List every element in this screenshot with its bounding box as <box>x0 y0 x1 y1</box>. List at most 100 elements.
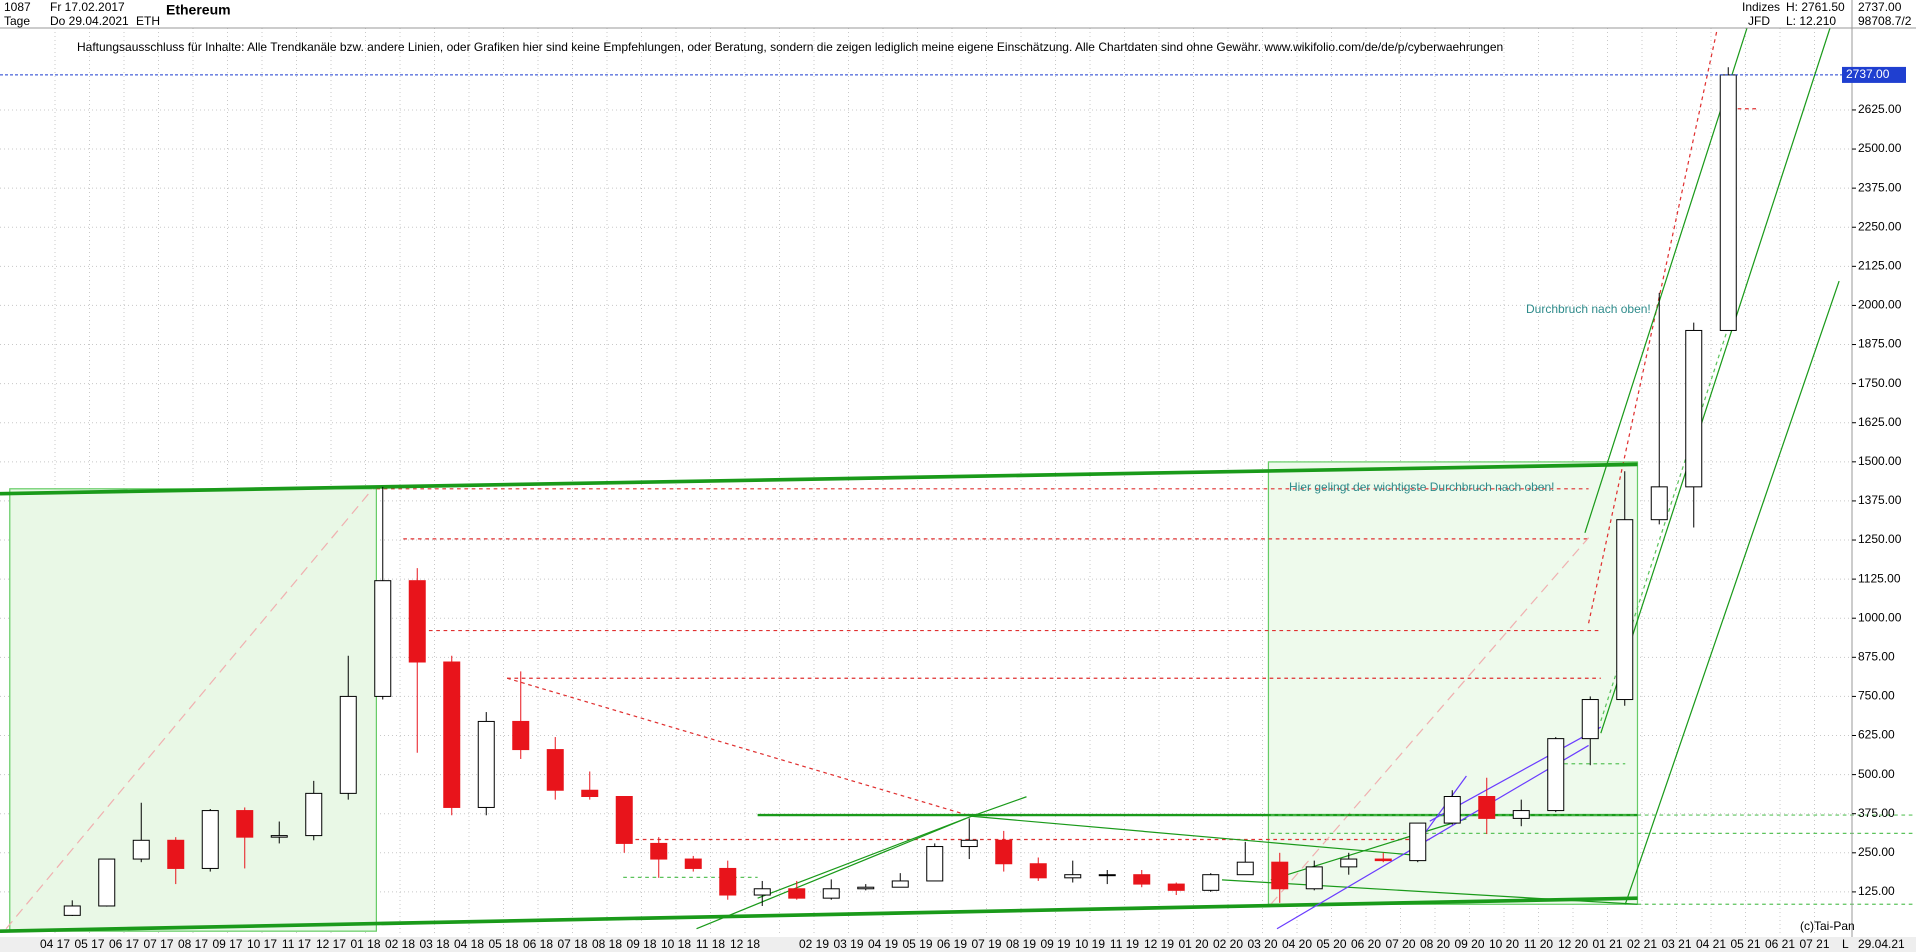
candle-body <box>339 695 357 794</box>
candle-body <box>546 749 564 791</box>
y-tick-label: 1000.00 <box>1858 610 1902 624</box>
candle-body <box>581 789 599 798</box>
x-tick-label: 08 17 <box>178 937 208 951</box>
x-tick-label: 06 21 <box>1765 937 1795 951</box>
x-tick-label: 09 17 <box>212 937 242 951</box>
y-tick-label: 1125.00 <box>1858 571 1901 585</box>
candle-body <box>512 720 530 751</box>
x-tick-label: 11 17 <box>282 937 311 951</box>
x-tick-label: 02 19 <box>799 937 829 951</box>
candle-body <box>1340 858 1358 868</box>
purple-line <box>1276 744 1589 930</box>
x-tick-label: 02 21 <box>1627 937 1657 951</box>
low: L: 12.210 <box>1786 14 1836 28</box>
candle-body <box>1167 883 1185 891</box>
x-tick-label: 04 18 <box>454 937 484 951</box>
x-tick-label: 07 19 <box>971 937 1001 951</box>
candle-body <box>1374 858 1392 862</box>
x-tick-label: 04 21 <box>1696 937 1726 951</box>
candle-body <box>408 580 426 663</box>
candle-body <box>650 842 668 860</box>
candle-body <box>236 810 254 838</box>
candle-body <box>132 839 150 860</box>
x-tick-label: 04 19 <box>868 937 898 951</box>
x-tick-label: 07 18 <box>557 937 587 951</box>
candle-body <box>98 858 116 907</box>
x-tick-label: 08 19 <box>1006 937 1036 951</box>
volume: 98708.7/2 <box>1858 14 1912 28</box>
candle-body <box>1650 486 1668 521</box>
last: 2737.00 <box>1858 0 1902 14</box>
range-box <box>1267 461 1639 905</box>
candle-body <box>719 867 737 896</box>
disclaimer: Haftungsausschluss für Inhalte: Alle Tre… <box>77 40 1503 54</box>
x-tick-label: 03 20 <box>1247 937 1277 951</box>
x-tick-label: 12 19 <box>1144 937 1174 951</box>
x-axis-bar <box>0 937 1916 952</box>
x-tick-label: 10 18 <box>661 937 691 951</box>
annotation: Durchbruch nach oben! <box>1526 302 1651 316</box>
x-tick-label: 06 19 <box>937 937 967 951</box>
x-tick-label: 09 20 <box>1454 937 1484 951</box>
y-tick-label: 625.00 <box>1858 728 1895 742</box>
candles <box>63 67 1737 916</box>
x-tick-label: 12 18 <box>730 937 760 951</box>
x-tick-label: 11 18 <box>696 937 725 951</box>
x-tick-label: 05 18 <box>488 937 518 951</box>
candle-body <box>1305 866 1323 890</box>
candle-body <box>615 796 633 844</box>
y-tick-label: 875.00 <box>1858 649 1895 663</box>
x-tick-label: 08 18 <box>592 937 622 951</box>
candle-body <box>891 880 909 888</box>
candle-body <box>960 839 978 848</box>
x-tick-label: 10 19 <box>1075 937 1105 951</box>
x-tick-label: 06 17 <box>109 937 139 951</box>
x-tick-label: 04 17 <box>40 937 70 951</box>
x-tick-label: 05 19 <box>902 937 932 951</box>
y-tick-label: 1875.00 <box>1858 337 1902 351</box>
count: 1087 <box>4 0 31 14</box>
x-tick-label: 01 18 <box>350 937 380 951</box>
scale-mode: L <box>1842 937 1849 951</box>
x-tick-label: 03 19 <box>833 937 863 951</box>
y-tick-label: 2500.00 <box>1858 141 1902 155</box>
candle-body <box>1547 738 1565 812</box>
candle-body <box>201 810 219 869</box>
candle-body <box>270 835 288 838</box>
candle-body <box>1029 863 1047 879</box>
candle-body <box>305 792 323 837</box>
header-bar <box>0 0 1916 28</box>
x-tick-label: 03 18 <box>419 937 449 951</box>
y-tick-label: 375.00 <box>1858 806 1895 820</box>
candle-body <box>1064 874 1082 879</box>
candle-body <box>1271 861 1289 890</box>
x-tick-label: 10 17 <box>247 937 277 951</box>
high: H: 2761.50 <box>1786 0 1845 14</box>
instrument-name: Ethereum <box>166 2 231 18</box>
x-tick-label: 10 20 <box>1489 937 1519 951</box>
y-tick-label: 1375.00 <box>1858 493 1902 507</box>
symbol: ETH <box>136 14 160 28</box>
broker: JFD <box>1748 14 1770 28</box>
y-tick-label: 2250.00 <box>1858 219 1902 233</box>
y-tick-label: 1250.00 <box>1858 532 1902 546</box>
y-tick-label: 250.00 <box>1858 845 1895 859</box>
copyright: (c)Tai-Pan <box>1800 919 1855 933</box>
candle-body <box>753 888 771 896</box>
candle-body <box>926 846 944 882</box>
candle-body <box>857 886 875 890</box>
y-tick-label: 1750.00 <box>1858 376 1902 390</box>
x-tick-label: 03 21 <box>1661 937 1691 951</box>
x-tick-label: 04 20 <box>1282 937 1312 951</box>
candle-body <box>1202 874 1220 891</box>
candle-body <box>1133 874 1151 885</box>
x-tick-label: 02 20 <box>1213 937 1243 951</box>
candle-body <box>1098 874 1116 877</box>
x-tick-label: 05 17 <box>74 937 104 951</box>
candle-body <box>788 888 806 899</box>
period: Tage <box>4 14 30 28</box>
x-tick-label: 02 18 <box>385 937 415 951</box>
y-tick-label: 2375.00 <box>1858 180 1902 194</box>
